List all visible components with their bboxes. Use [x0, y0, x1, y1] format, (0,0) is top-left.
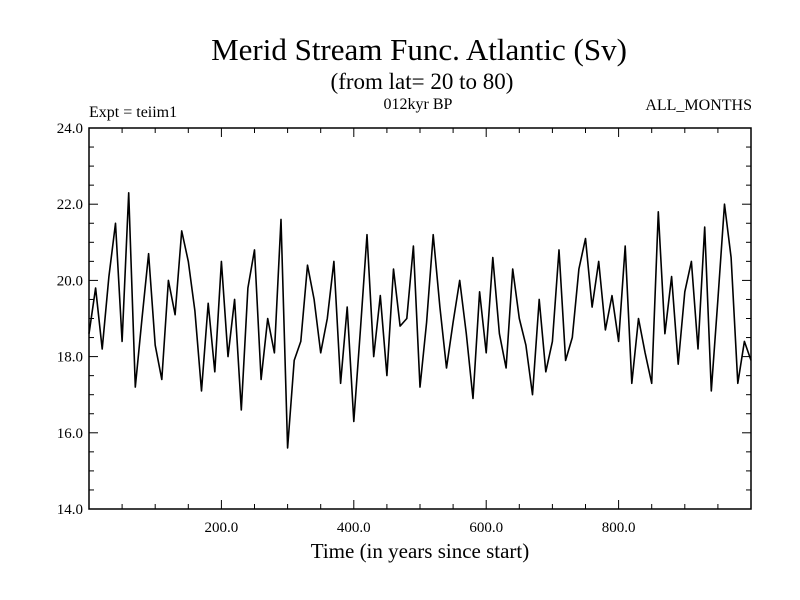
- months-label: ALL_MONTHS: [645, 97, 752, 114]
- y-tick-label: 14.0: [57, 502, 83, 518]
- series-line: [88, 192, 752, 449]
- plot-frame: [88, 127, 752, 510]
- y-tick-label: 22.0: [57, 197, 83, 213]
- x-tick-label: 600.0: [469, 520, 503, 536]
- x-tick-label: 200.0: [205, 520, 239, 536]
- y-tick-label: 16.0: [57, 426, 83, 442]
- x-tick-label: 400.0: [337, 520, 371, 536]
- x-axis-label: Time (in years since start): [311, 539, 530, 563]
- y-tick-label: 24.0: [57, 121, 83, 137]
- y-tick-label: 18.0: [57, 350, 83, 366]
- chart-subtitle: (from lat= 20 to 80): [331, 69, 514, 94]
- experiment-label: Expt = teiim1: [89, 104, 177, 121]
- y-axis-tick-labels: 14.0 16.0 18.0 20.0 22.0 24.0: [57, 121, 83, 518]
- x-axis-ticks: [88, 128, 752, 509]
- y-tick-label: 20.0: [57, 273, 83, 289]
- x-tick-label: 800.0: [602, 520, 636, 536]
- y-axis-ticks: [89, 127, 751, 510]
- period-label: 012kyr BP: [384, 96, 453, 113]
- chart-title: Merid Stream Func. Atlantic (Sv): [211, 32, 627, 67]
- x-axis-tick-labels: 200.0 400.0 600.0 800.0: [205, 520, 636, 536]
